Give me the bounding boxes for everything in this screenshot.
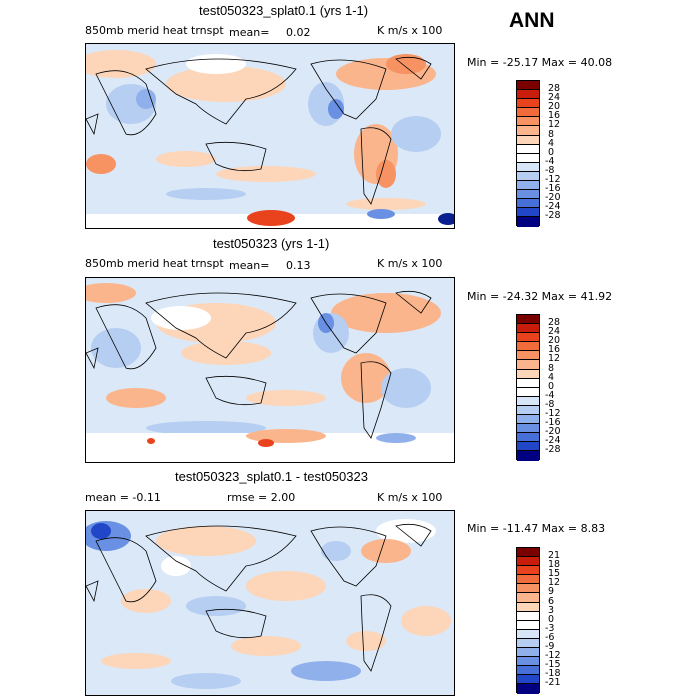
colorbar-tick: 12 — [548, 353, 561, 364]
colorbar-tick: 28 — [548, 317, 561, 328]
colorbar-tick: 4 — [548, 372, 555, 383]
colorbar-tick: -4 — [545, 156, 555, 167]
colorbar-tick: -8 — [545, 165, 555, 176]
panel2-mean-label: mean= — [229, 259, 270, 272]
panel3-map — [85, 510, 455, 696]
colorbar-tick: 4 — [548, 138, 555, 149]
colorbar-tick: -12 — [545, 650, 561, 661]
season-label: ANN — [509, 9, 555, 32]
panel2-units: K m/s x 100 — [377, 257, 443, 270]
colorbar-tick: -15 — [545, 659, 561, 670]
colorbar-tick: 21 — [548, 550, 561, 561]
colorbar-tick: -6 — [545, 632, 555, 643]
panel1-colorbar — [516, 80, 540, 227]
colorbar-tick: -21 — [545, 677, 561, 688]
panel2-mean-value: 0.13 — [286, 259, 311, 272]
colorbar-tick: 0 — [548, 381, 555, 392]
colorbar-tick: -3 — [545, 623, 555, 634]
colorbar-tick: -20 — [545, 426, 561, 437]
colorbar-tick: 8 — [548, 363, 555, 374]
colorbar-tick: -20 — [545, 192, 561, 203]
colorbar-tick: 12 — [548, 119, 561, 130]
colorbar-tick: -9 — [545, 641, 555, 652]
colorbar-tick: 6 — [548, 596, 555, 607]
panel1-minmax: Min = -25.17 Max = 40.08 — [467, 56, 613, 69]
colorbar-tick: 20 — [548, 335, 561, 346]
panel3-colorbar — [516, 547, 540, 694]
colorbar-tick: 18 — [548, 559, 561, 570]
panel2-variable: 850mb merid heat trnspt — [85, 257, 224, 270]
panel1-mean-label: mean= — [229, 26, 270, 39]
panel3-rmse: rmse = 2.00 — [227, 491, 296, 504]
colorbar-tick: 20 — [548, 101, 561, 112]
colorbar-tick: 15 — [548, 568, 561, 579]
colorbar-tick: 28 — [548, 83, 561, 94]
panel1-variable: 850mb merid heat trnspt — [85, 24, 224, 37]
colorbar-tick: 12 — [548, 577, 561, 588]
panel1-units: K m/s x 100 — [377, 24, 443, 37]
panel1-title: test050323_splat0.1 (yrs 1-1) — [199, 3, 369, 18]
colorbar-tick: 0 — [548, 614, 555, 625]
colorbar-tick: 9 — [548, 586, 555, 597]
colorbar-tick: -24 — [545, 201, 561, 212]
colorbar-tick: 0 — [548, 147, 555, 158]
colorbar-tick: -18 — [545, 668, 561, 679]
panel2-title: test050323 (yrs 1-1) — [213, 236, 330, 251]
colorbar-tick: -28 — [545, 210, 561, 221]
colorbar-tick: -16 — [545, 183, 561, 194]
colorbar-tick: 3 — [548, 605, 555, 616]
panel3-minmax: Min = -11.47 Max = 8.83 — [467, 522, 606, 535]
panel3-units: K m/s x 100 — [377, 491, 443, 504]
panel3-title: test050323_splat0.1 - test050323 — [175, 469, 368, 484]
panel1-mean-value: 0.02 — [286, 26, 311, 39]
colorbar-tick: -24 — [545, 435, 561, 446]
colorbar-tick: -4 — [545, 390, 555, 401]
colorbar-tick: -8 — [545, 399, 555, 410]
colorbar-tick: -12 — [545, 408, 561, 419]
colorbar-tick: 16 — [548, 110, 561, 121]
colorbar-tick: 24 — [548, 326, 561, 337]
panel3-mean: mean = -0.11 — [85, 491, 161, 504]
colorbar-tick: 24 — [548, 92, 561, 103]
panel1-map — [85, 43, 455, 229]
colorbar-tick: -28 — [545, 444, 561, 455]
colorbar-tick: -16 — [545, 417, 561, 428]
colorbar-tick: 16 — [548, 344, 561, 355]
panel2-minmax: Min = -24.32 Max = 41.92 — [467, 290, 613, 303]
colorbar-tick: 8 — [548, 129, 555, 140]
colorbar-tick: -12 — [545, 174, 561, 185]
panel2-colorbar — [516, 314, 540, 461]
panel2-map — [85, 277, 455, 463]
